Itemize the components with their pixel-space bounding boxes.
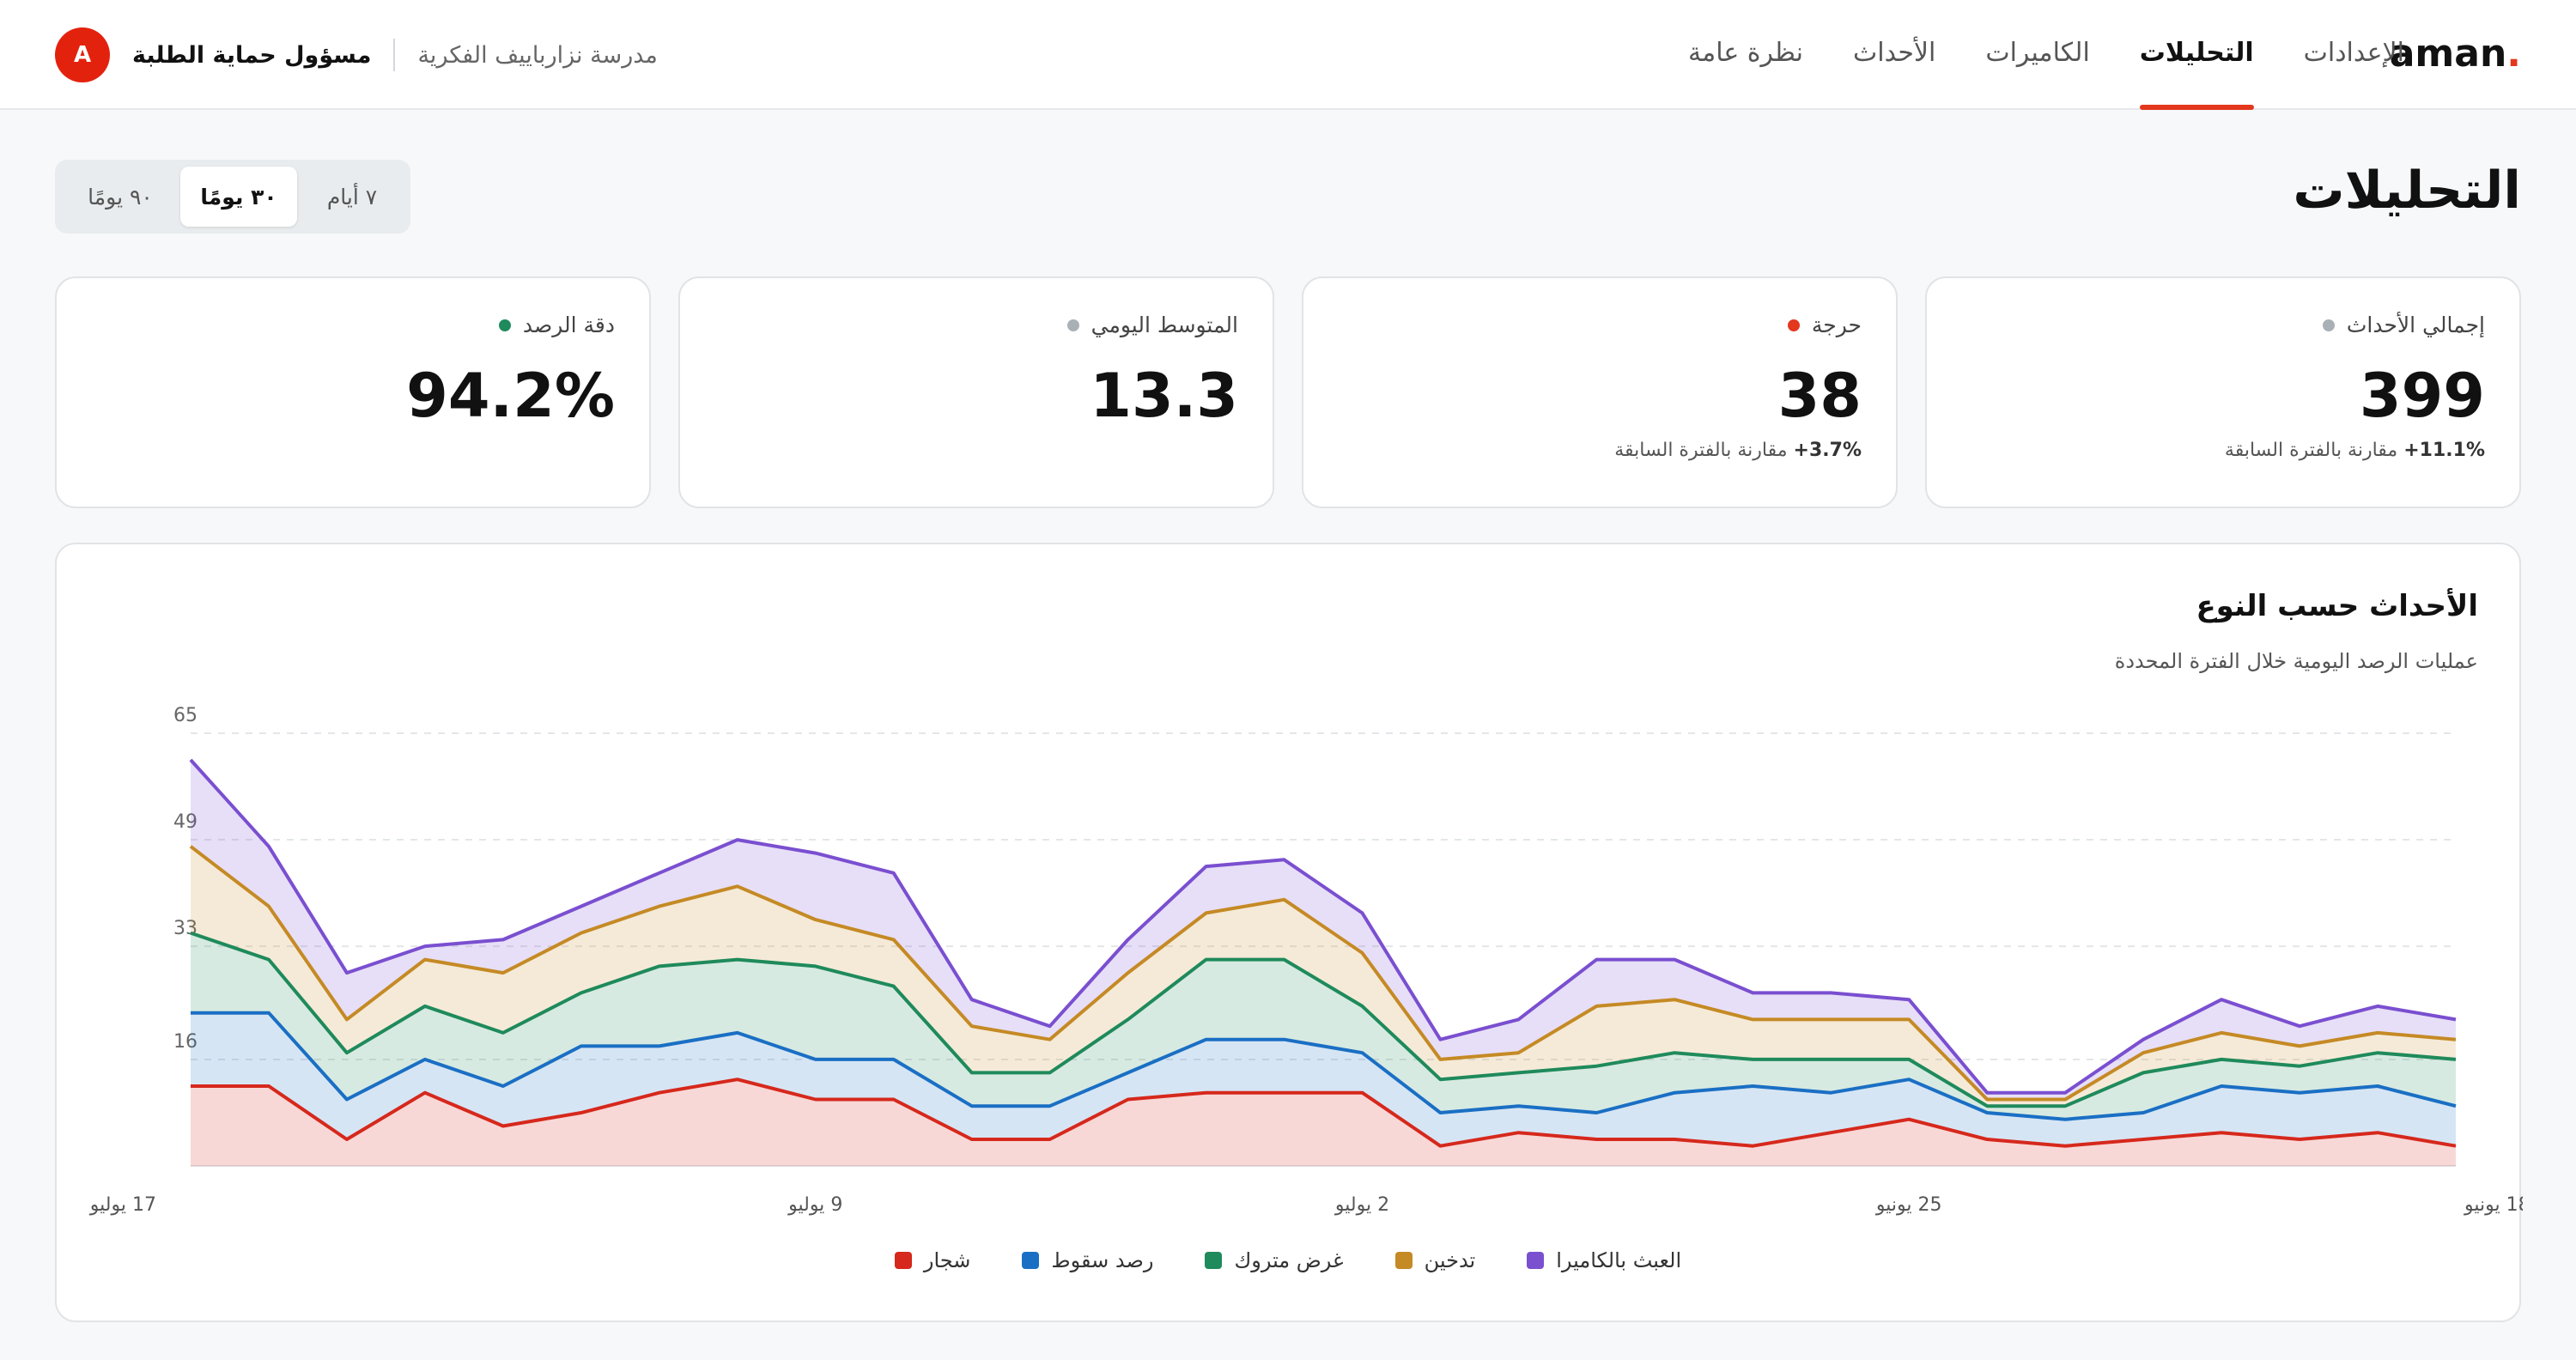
kpi-value: 13.3 <box>1090 361 1238 431</box>
legend-label: شجار <box>923 1248 971 1272</box>
legend-swatch <box>894 1252 912 1269</box>
kpi-total-events: إجمالي الأحداث 399 +11.1% مقارنة بالفترة… <box>1925 276 2521 508</box>
status-dot-icon <box>1066 319 1079 331</box>
series-line <box>189 845 2457 1102</box>
series-area <box>191 1079 2456 1166</box>
series-line <box>191 1011 2457 1121</box>
kpi-label: المتوسط اليومي <box>1066 313 1238 337</box>
kpi-label: دقة الرصد <box>498 313 615 337</box>
kpi-delta: +3.7% مقارنة بالفترة السابقة <box>1614 440 1862 461</box>
school-name: مدرسة نزارباييف الفكرية <box>417 41 658 69</box>
events-by-type-card: الأحداث حسب النوع عمليات الرصد اليومية خ… <box>55 543 2523 1322</box>
legend-item[interactable]: العبث بالكاميرا <box>1527 1236 1681 1284</box>
kpi-delta: +11.1% مقارنة بالفترة السابقة <box>2224 440 2485 461</box>
legend-item[interactable]: رصد سقوط <box>1022 1236 1153 1284</box>
y-tick-label: 16 <box>173 1031 197 1053</box>
x-tick-label: 2 يوليو <box>1334 1194 1389 1216</box>
x-tick-label: 18 يونيو <box>2464 1194 2523 1216</box>
kpi-critical: حرجة 38 +3.7% مقارنة بالفترة السابقة <box>1302 276 1898 508</box>
legend-label: رصد سقوط <box>1051 1248 1154 1272</box>
kpi-detection-accuracy: دقة الرصد 94.2% <box>55 276 651 508</box>
series-line <box>190 931 2457 1108</box>
y-tick-label: 33 <box>173 918 197 939</box>
nav-item-settings[interactable]: الإعدادات <box>2303 38 2404 68</box>
nav-item-events[interactable]: الأحداث <box>1853 38 1936 68</box>
nav-item-analytics[interactable]: التحليلات <box>2139 0 2254 110</box>
series-line <box>191 1078 2457 1148</box>
status-dot-icon <box>498 319 511 331</box>
nav-item-cameras[interactable]: الكاميرات <box>1985 38 2090 68</box>
y-tick-label: 49 <box>173 811 197 833</box>
main-nav: نظرة عامة الأحداث الكاميرات التحليلات ال… <box>1688 0 2404 110</box>
stacked-area-chart: 16 33 49 65 18 يونيو 25 يونيو 2 يوليو 9 يوليو 17… <box>89 705 2523 1216</box>
legend-label: العبث بالكاميرا <box>1556 1248 1682 1272</box>
nav-item-overview[interactable]: نظرة عامة <box>1688 38 1804 68</box>
legend-item[interactable]: تدخين <box>1394 1236 1476 1284</box>
series-area <box>191 846 2456 1107</box>
legend-item[interactable]: غرض متروك <box>1205 1236 1344 1284</box>
chart-subtitle: عمليات الرصد اليومية خلال الفترة المحددة <box>2114 649 2478 673</box>
legend-swatch <box>1022 1252 1040 1269</box>
legend-label: تدخين <box>1424 1248 1476 1272</box>
page-title: التحليلات <box>2293 161 2521 221</box>
series-area <box>191 932 2456 1120</box>
user-role: مسؤول حماية الطلبة <box>132 41 372 69</box>
user-menu[interactable]: A مسؤول حماية الطلبة مدرسة نزارباييف الف… <box>55 26 658 84</box>
range-90-days-button[interactable]: ٩٠ يومًا <box>88 184 153 209</box>
range-7-days-button[interactable]: ٧ أيام <box>326 184 378 209</box>
date-range-toggle: ٩٠ يومًا ٣٠ يومًا ٧ أيام <box>55 160 410 234</box>
x-tick-label: 17 يوليو <box>89 1194 156 1216</box>
legend-swatch <box>1205 1252 1223 1269</box>
legend-swatch <box>1394 1252 1413 1269</box>
kpi-label: حرجة <box>1787 313 1862 337</box>
status-dot-icon <box>1787 319 1800 331</box>
top-bar: aman. نظرة عامة الأحداث الكاميرات التحلي… <box>0 0 2576 110</box>
kpi-daily-average: المتوسط اليومي 13.3 <box>678 276 1274 508</box>
x-tick-label: 9 يوليو <box>787 1194 842 1216</box>
brand-logo[interactable]: aman. <box>2389 32 2521 76</box>
kpi-label: إجمالي الأحداث <box>2322 313 2485 337</box>
avatar[interactable]: A <box>55 27 110 82</box>
x-tick-label: 25 يونيو <box>1875 1194 1942 1216</box>
user-divider <box>393 39 396 71</box>
kpi-value: 399 <box>2359 361 2485 431</box>
y-tick-label: 65 <box>173 705 197 726</box>
status-dot-icon <box>2322 319 2335 331</box>
series-line <box>189 758 2457 1095</box>
legend-item[interactable]: شجار <box>894 1236 971 1284</box>
kpi-value: 94.2% <box>406 361 615 431</box>
legend-swatch <box>1527 1252 1545 1269</box>
kpi-value: 38 <box>1777 361 1862 431</box>
chart-title: الأحداث حسب النوع <box>2196 589 2478 623</box>
legend-label: غرض متروك <box>1234 1248 1344 1272</box>
chart-legend: شجار رصد سقوط غرض متروك تدخين العبث بالكامير… <box>57 1236 2519 1284</box>
series-area <box>191 1012 2456 1146</box>
range-30-days-button[interactable]: ٣٠ يومًا <box>180 167 297 227</box>
